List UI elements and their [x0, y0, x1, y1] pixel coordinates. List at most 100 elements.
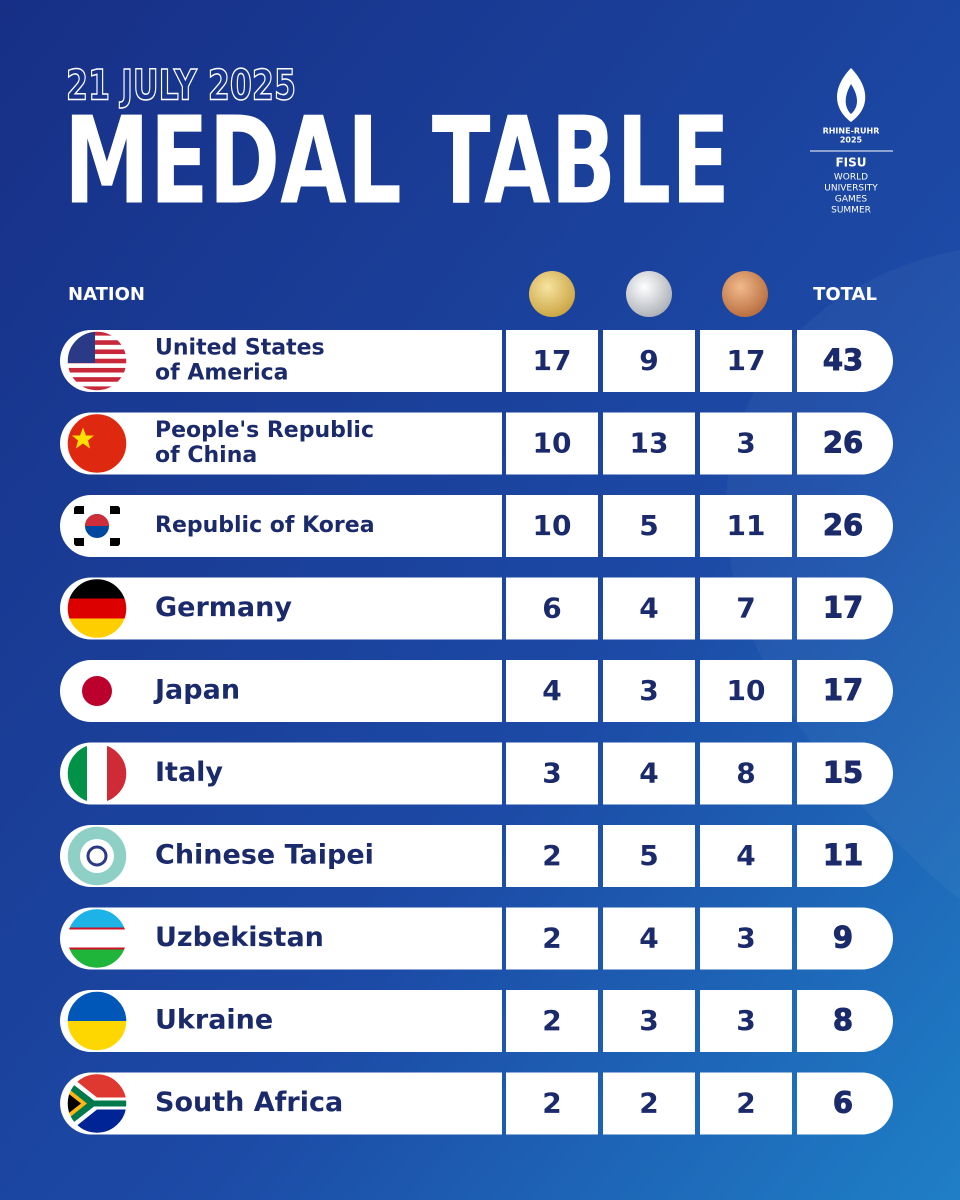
flag-part: [67, 928, 127, 949]
flag-part: [67, 1079, 127, 1128]
nation-name: People's Republic: [155, 418, 374, 443]
nation-name: Germany: [155, 592, 292, 623]
bronze-count: 3: [736, 427, 755, 460]
silver-count: 4: [639, 757, 658, 790]
flag-part: [110, 506, 120, 514]
gold-cell: [506, 1072, 598, 1135]
table-row: 3 4 8 15 Italy: [59, 742, 893, 805]
bronze-count: 4: [736, 839, 755, 872]
silver-cell: [603, 330, 695, 392]
table-row: 10 5 11 26 Republic of Korea: [60, 495, 893, 557]
total-cell: [797, 907, 893, 970]
gold-cell: [506, 412, 598, 475]
silver-count: 4: [639, 922, 658, 955]
nation-name: South Africa: [155, 1087, 343, 1118]
total-count: 26: [823, 508, 863, 542]
gold-count: 4: [542, 674, 561, 707]
bronze-cell: [700, 660, 792, 722]
nation-cell: [60, 825, 502, 887]
flag-part: [67, 377, 127, 383]
total-count: 11: [823, 838, 863, 872]
flag-part: [67, 927, 127, 930]
flag-part: [67, 381, 127, 387]
bronze-cell: [700, 577, 792, 640]
flag-part: [67, 948, 127, 969]
silver-cell: [603, 825, 695, 887]
logo-text: WORLD: [834, 173, 868, 183]
bronze-cell: [700, 907, 792, 970]
silver-cell: [603, 577, 695, 640]
header-total: TOTAL: [813, 284, 877, 305]
flag-border: [66, 990, 128, 1052]
total-count: 17: [823, 673, 863, 707]
total-count: 43: [823, 343, 863, 377]
flag-part: [74, 506, 84, 514]
gold-cell: [506, 330, 598, 392]
gold-cell: [506, 495, 598, 557]
gold-count: 2: [542, 839, 561, 872]
silver-cell: [603, 990, 695, 1052]
table-row: 4 3 10 17 Japan: [60, 660, 893, 722]
gold-count: 2: [542, 1087, 561, 1120]
total-cell: [797, 825, 893, 887]
nation-name: Uzbekistan: [155, 922, 324, 953]
flag-part: [85, 514, 109, 526]
table-row: 2 4 3 9 Uzbekistan: [59, 907, 893, 970]
table-row: 2 3 3 8 Ukraine: [60, 990, 893, 1052]
flag: [67, 496, 127, 556]
silver-cell: [603, 742, 695, 805]
bronze-cell: [700, 1072, 792, 1135]
bronze-count: 3: [736, 922, 755, 955]
silver-count: 4: [639, 592, 658, 625]
nation-name: Chinese Taipei: [155, 840, 374, 871]
logo: RHINE-RUHR 2025 FISU WORLD UNIVERSITY GA…: [810, 68, 893, 216]
total-cell: [797, 660, 893, 722]
gold-cell: [506, 990, 598, 1052]
silver-count: 9: [639, 344, 658, 377]
flag-part: [67, 331, 127, 337]
silver-count: 3: [639, 1004, 658, 1037]
nation-name: Ukraine: [155, 1005, 273, 1036]
bronze-cell: [700, 330, 792, 392]
flag-part: [72, 427, 94, 449]
flag-border: [66, 495, 128, 557]
bronze-cell: [700, 742, 792, 805]
logo-text: UNIVERSITY: [824, 184, 878, 194]
flag: [67, 413, 127, 474]
flag-part: [74, 538, 84, 546]
table-row: 2 2 2 6 South Africa: [60, 1072, 893, 1135]
total-cell: [797, 990, 893, 1052]
flag-border: [66, 412, 128, 475]
total-count: 17: [823, 591, 863, 625]
nation-name: of America: [155, 361, 289, 386]
bronze-medal-icon: [722, 271, 768, 317]
gold-cell: [506, 907, 598, 970]
logo-text: 2025: [840, 136, 863, 145]
gold-medal-icon: [529, 271, 575, 317]
total-count: 9: [833, 921, 853, 955]
silver-count: 5: [639, 509, 658, 542]
bronze-cell: [700, 495, 792, 557]
total-count: 6: [833, 1086, 853, 1120]
silver-count: 3: [639, 674, 658, 707]
flag-part: [67, 358, 127, 364]
flag-part: [67, 947, 127, 950]
flag-part: [82, 676, 112, 706]
total-cell: [797, 742, 893, 805]
flag-part: [67, 413, 127, 474]
bronze-count: 8: [736, 757, 755, 790]
silver-cell: [603, 907, 695, 970]
total-count: 15: [823, 756, 863, 790]
flag-part: [67, 578, 127, 599]
flag-part: [67, 354, 127, 360]
gold-count: 6: [542, 592, 561, 625]
silver-count: 5: [639, 839, 658, 872]
flag-part: [86, 845, 108, 867]
flag-border: [66, 330, 128, 392]
gold-cell: [506, 825, 598, 887]
flag-border: [66, 577, 128, 640]
total-cell: [797, 495, 893, 557]
flag-part: [87, 743, 108, 804]
gold-count: 10: [533, 509, 572, 542]
gold-cell: [506, 577, 598, 640]
